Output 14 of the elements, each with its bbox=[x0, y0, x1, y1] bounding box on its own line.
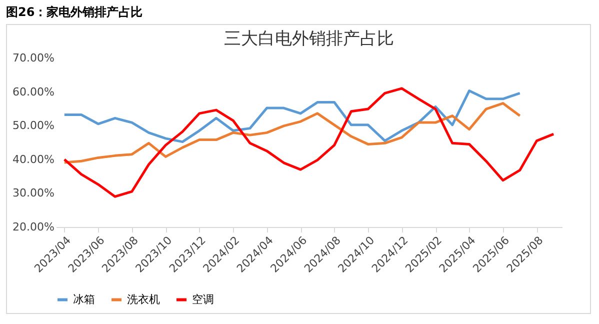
legend-label: 洗衣机 bbox=[127, 292, 160, 306]
chart-title: 三大白电外销排产占比 bbox=[224, 29, 394, 49]
y-tick-label: 20.00% bbox=[12, 220, 54, 234]
caption: 图26：家电外销排产占比 bbox=[5, 4, 144, 21]
y-tick-label: 50.00% bbox=[12, 119, 54, 132]
line-series bbox=[63, 87, 555, 198]
line-series bbox=[63, 102, 522, 164]
y-tick-label: 60.00% bbox=[12, 85, 54, 98]
legend-label: 冰箱 bbox=[73, 292, 95, 306]
y-tick-label: 70.00% bbox=[12, 52, 54, 64]
line-series bbox=[63, 90, 522, 144]
legend-label: 空调 bbox=[192, 292, 214, 306]
y-tick-label: 30.00% bbox=[12, 186, 54, 200]
y-tick-label: 40.00% bbox=[12, 152, 54, 166]
